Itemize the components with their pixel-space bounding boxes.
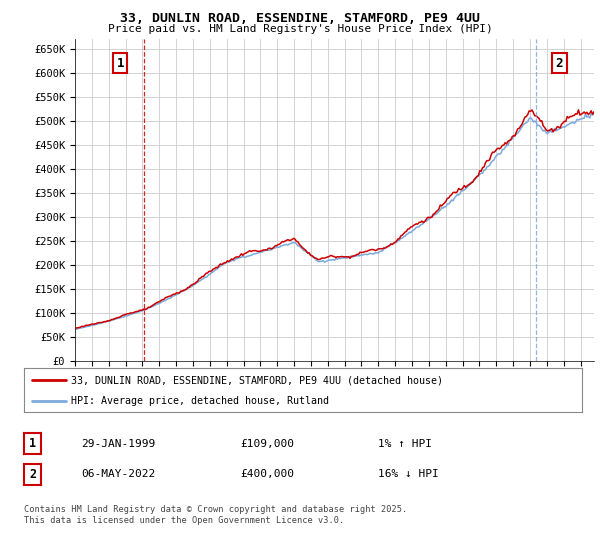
Text: 33, DUNLIN ROAD, ESSENDINE, STAMFORD, PE9 4UU (detached house): 33, DUNLIN ROAD, ESSENDINE, STAMFORD, PE… [71,375,443,385]
Text: 33, DUNLIN ROAD, ESSENDINE, STAMFORD, PE9 4UU: 33, DUNLIN ROAD, ESSENDINE, STAMFORD, PE… [120,12,480,25]
Text: Contains HM Land Registry data © Crown copyright and database right 2025.
This d: Contains HM Land Registry data © Crown c… [24,505,407,525]
Text: 2: 2 [556,57,563,70]
Text: 16% ↓ HPI: 16% ↓ HPI [378,469,439,479]
Text: £109,000: £109,000 [240,438,294,449]
Text: 2: 2 [29,468,36,481]
Text: 1: 1 [116,57,124,70]
Text: £400,000: £400,000 [240,469,294,479]
Text: Price paid vs. HM Land Registry's House Price Index (HPI): Price paid vs. HM Land Registry's House … [107,24,493,34]
Text: 1: 1 [29,437,36,450]
Text: 29-JAN-1999: 29-JAN-1999 [81,438,155,449]
Text: 06-MAY-2022: 06-MAY-2022 [81,469,155,479]
Text: HPI: Average price, detached house, Rutland: HPI: Average price, detached house, Rutl… [71,396,329,405]
Text: 1% ↑ HPI: 1% ↑ HPI [378,438,432,449]
